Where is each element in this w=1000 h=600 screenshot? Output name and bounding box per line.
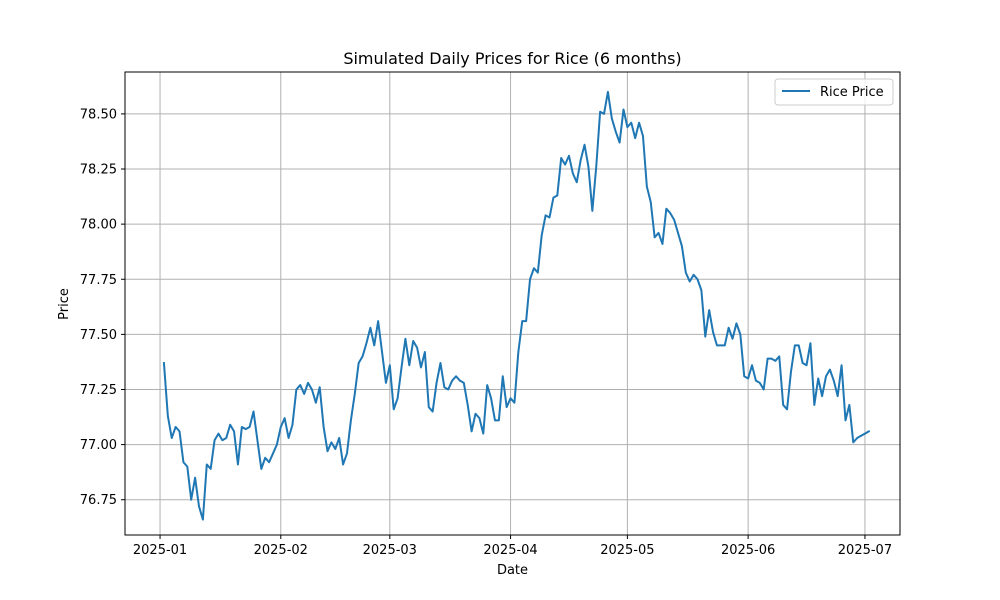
y-tick-label: 77.75 <box>80 273 117 288</box>
x-tick-label: 2025-03 <box>363 543 417 558</box>
y-tick-label: 77.25 <box>80 383 117 398</box>
y-tick-label: 78.00 <box>80 218 117 233</box>
x-tick-label: 2025-01 <box>133 543 187 558</box>
legend-label: Rice Price <box>820 85 884 100</box>
x-tick-label: 2025-04 <box>483 543 537 558</box>
chart-title: Simulated Daily Prices for Rice (6 month… <box>343 49 681 68</box>
series-layer <box>162 90 871 521</box>
legend: Rice Price <box>774 78 894 106</box>
y-tick-label: 77.50 <box>80 328 117 343</box>
legend-frame <box>774 78 894 106</box>
x-tick-label: 2025-07 <box>838 543 892 558</box>
y-tick-label: 76.75 <box>80 493 117 508</box>
x-axis-ticks: 2025-01 2025-02 2025-03 2025-04 2025-05 2025-… <box>133 535 892 558</box>
y-tick-label: 78.50 <box>80 107 117 122</box>
plot-frame <box>124 71 901 536</box>
y-tick-label: 77.00 <box>80 438 117 453</box>
x-tick-label: 2025-05 <box>600 543 654 558</box>
x-tick-label: 2025-06 <box>721 543 775 558</box>
series-line-rice-price <box>162 90 871 521</box>
x-axis-label: Date <box>497 563 528 578</box>
grid-lines <box>125 72 900 535</box>
y-tick-label: 78.25 <box>80 163 117 178</box>
y-axis-ticks: 76.75 77.00 77.25 77.50 77.75 78.00 78.25 78.50 <box>80 107 125 508</box>
x-tick-label: 2025-02 <box>254 543 308 558</box>
y-axis-label: Price <box>57 288 72 320</box>
